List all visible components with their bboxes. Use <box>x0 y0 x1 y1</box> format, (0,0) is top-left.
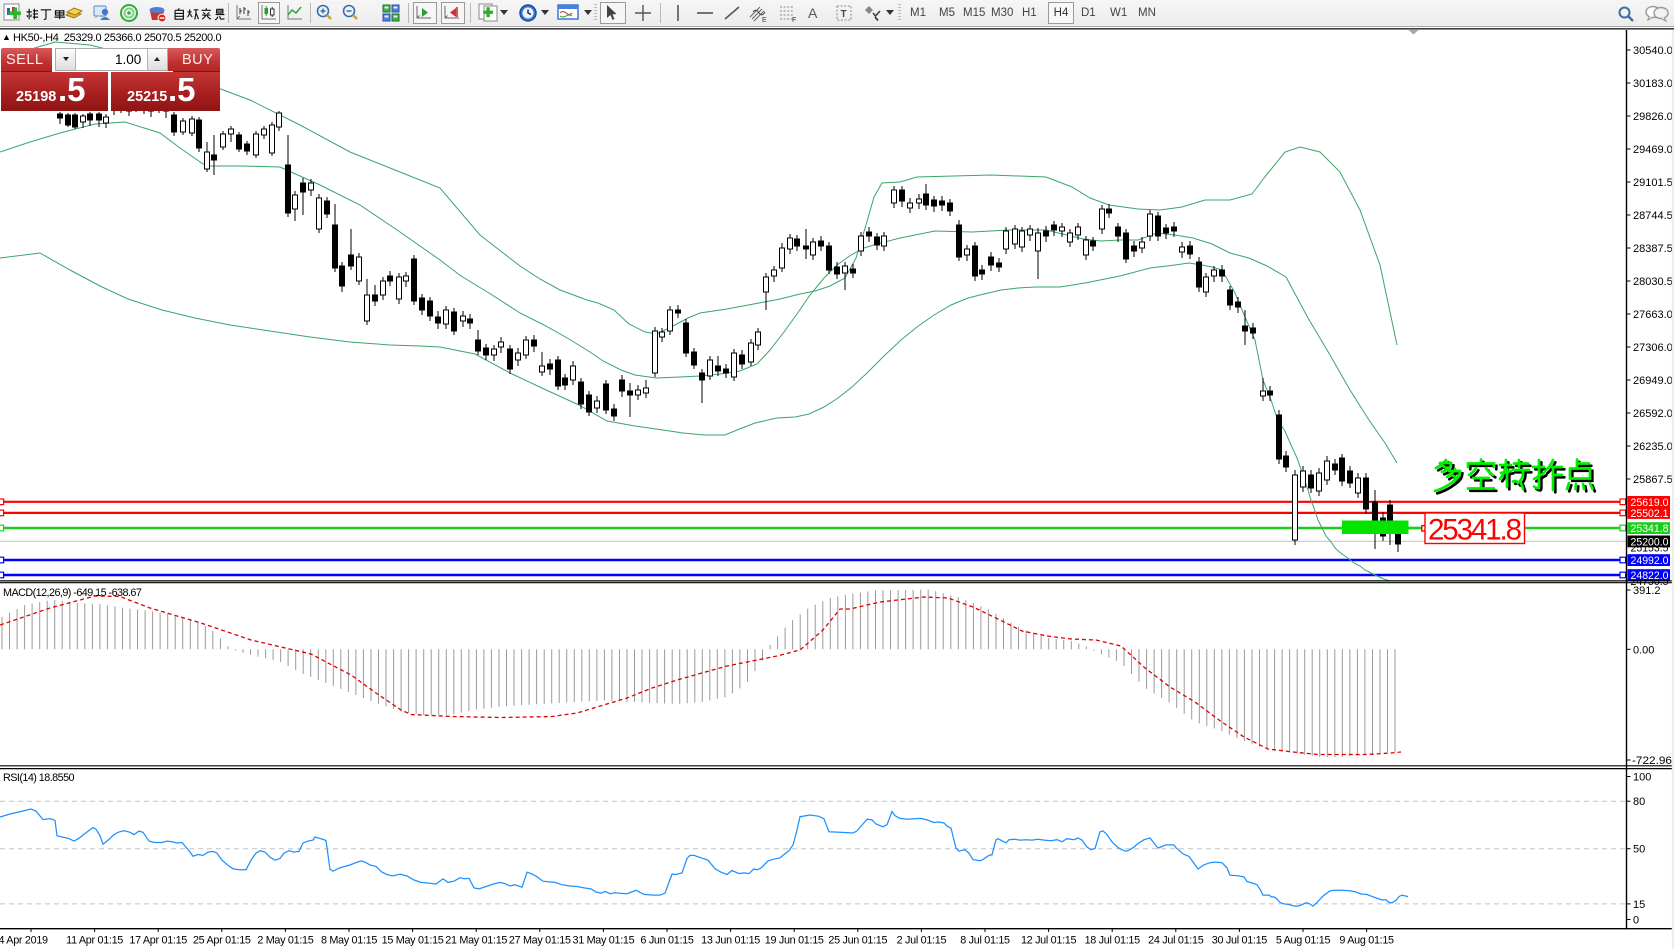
svg-text:25341.8: 25341.8 <box>1428 514 1522 547</box>
svg-text:MACD(12,26,9) -649.15 -638.67: MACD(12,26,9) -649.15 -638.67 <box>3 587 142 599</box>
svg-text:F: F <box>792 17 796 23</box>
svg-text:9 Aug 01:15: 9 Aug 01:15 <box>1339 935 1394 947</box>
svg-text:18 Jul 01:15: 18 Jul 01:15 <box>1085 935 1141 947</box>
svg-text:25619.0: 25619.0 <box>1631 497 1669 509</box>
svg-text:391.2: 391.2 <box>1633 585 1661 597</box>
svg-text:25341.8: 25341.8 <box>1631 523 1669 535</box>
svg-text:26235.0: 26235.0 <box>1633 441 1673 453</box>
svg-text:2 May 01:15: 2 May 01:15 <box>257 935 313 947</box>
svg-text:21 May 01:15: 21 May 01:15 <box>445 935 507 947</box>
svg-text:30540.0: 30540.0 <box>1633 45 1673 57</box>
svg-text:31 May 01:15: 31 May 01:15 <box>572 935 634 947</box>
svg-text:30 Jul 01:15: 30 Jul 01:15 <box>1212 935 1268 947</box>
svg-text:29826.0: 29826.0 <box>1633 111 1673 123</box>
svg-text:28030.5: 28030.5 <box>1633 276 1673 288</box>
svg-text:15: 15 <box>1633 899 1645 911</box>
svg-text:0.00: 0.00 <box>1633 644 1654 656</box>
svg-text:28387.5: 28387.5 <box>1633 243 1673 255</box>
svg-text:T: T <box>841 9 847 20</box>
svg-text:8 Jul 01:15: 8 Jul 01:15 <box>960 935 1010 947</box>
svg-text:50: 50 <box>1633 844 1645 856</box>
svg-text:13 Jun 01:15: 13 Jun 01:15 <box>701 935 760 947</box>
svg-text:25 Apr 01:15: 25 Apr 01:15 <box>193 935 251 947</box>
svg-text:26592.0: 26592.0 <box>1633 408 1673 420</box>
svg-text:25502.1: 25502.1 <box>1631 508 1669 520</box>
svg-text:6 Jun 01:15: 6 Jun 01:15 <box>640 935 693 947</box>
svg-text:RSI(14) 18.8550: RSI(14) 18.8550 <box>3 772 75 784</box>
svg-text:2 Jul 01:15: 2 Jul 01:15 <box>897 935 947 947</box>
svg-text:25200.0: 25200.0 <box>1631 537 1669 549</box>
svg-text:17 Apr 01:15: 17 Apr 01:15 <box>129 935 187 947</box>
svg-text:19 Jun 01:15: 19 Jun 01:15 <box>765 935 824 947</box>
svg-text:27663.0: 27663.0 <box>1633 309 1673 321</box>
svg-text:27 May 01:15: 27 May 01:15 <box>509 935 571 947</box>
svg-text:26949.0: 26949.0 <box>1633 375 1673 387</box>
svg-text:12 Jul 01:15: 12 Jul 01:15 <box>1021 935 1077 947</box>
svg-text:24822.0: 24822.0 <box>1631 570 1669 582</box>
svg-text:0: 0 <box>1633 915 1639 927</box>
svg-text:29469.0: 29469.0 <box>1633 144 1673 156</box>
svg-text:E: E <box>762 17 767 23</box>
svg-text:100: 100 <box>1633 772 1651 784</box>
svg-text:11 Apr 01:15: 11 Apr 01:15 <box>66 935 123 947</box>
svg-text:25 Jun 01:15: 25 Jun 01:15 <box>828 935 887 947</box>
svg-text:25867.5: 25867.5 <box>1633 474 1673 486</box>
svg-text:4 Apr 2019: 4 Apr 2019 <box>0 935 48 947</box>
svg-text:80: 80 <box>1633 796 1645 808</box>
svg-text:30183.0: 30183.0 <box>1633 78 1673 90</box>
svg-text:-722.96: -722.96 <box>1632 755 1672 767</box>
svg-text:24992.0: 24992.0 <box>1631 555 1669 567</box>
svg-text:29101.5: 29101.5 <box>1633 177 1673 189</box>
svg-text:28744.5: 28744.5 <box>1633 210 1673 222</box>
svg-text:15 May 01:15: 15 May 01:15 <box>382 935 444 947</box>
svg-text:27306.0: 27306.0 <box>1633 342 1673 354</box>
svg-text:8 May 01:15: 8 May 01:15 <box>321 935 377 947</box>
svg-text:24 Jul 01:15: 24 Jul 01:15 <box>1148 935 1204 947</box>
svg-text:5 Aug 01:15: 5 Aug 01:15 <box>1276 935 1331 947</box>
